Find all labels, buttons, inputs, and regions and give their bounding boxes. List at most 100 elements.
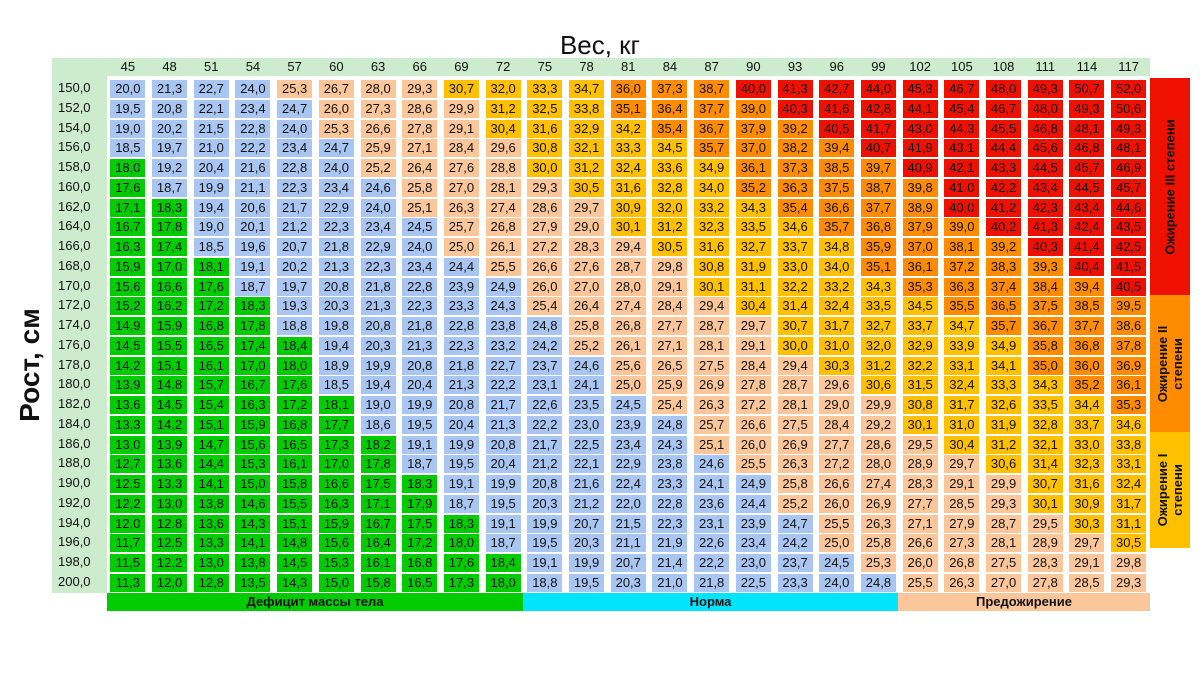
bmi-cell: 35,2 — [735, 178, 771, 197]
bmi-cell: 17,8 — [235, 317, 271, 335]
bmi-cell: 24,0 — [819, 573, 855, 592]
height-tick: 190,0 — [58, 475, 91, 490]
bmi-cell: 34,7 — [569, 80, 605, 98]
bmi-cell: 26,3 — [694, 396, 730, 414]
bmi-cell: 22,3 — [277, 178, 313, 197]
bmi-cell: 29,5 — [902, 435, 938, 454]
bmi-cell: 39,0 — [944, 218, 980, 237]
bmi-cell: 21,5 — [610, 514, 646, 533]
bmi-cell: 30,8 — [527, 139, 563, 158]
bmi-cell: 21,2 — [527, 455, 563, 474]
bmi-cell: 21,7 — [527, 435, 563, 454]
bmi-cell: 21,8 — [443, 356, 479, 375]
bmi-cell: 42,7 — [819, 80, 855, 98]
bmi-cell: 21,7 — [485, 396, 521, 414]
bmi-cell: 20,4 — [443, 415, 479, 434]
bmi-cell: 25,3 — [318, 119, 354, 138]
bmi-cell: 36,4 — [652, 99, 688, 118]
bmi-cell: 24,6 — [569, 356, 605, 375]
bmi-cell: 41,7 — [860, 119, 896, 138]
bmi-cell: 33,2 — [694, 198, 730, 217]
bmi-cell: 19,4 — [360, 376, 396, 395]
bmi-cell: 20,8 — [485, 435, 521, 454]
bmi-cell: 19,1 — [443, 475, 479, 493]
bmi-cell: 32,7 — [860, 317, 896, 335]
bmi-cell: 26,6 — [902, 534, 938, 553]
bmi-cell: 25,1 — [694, 435, 730, 454]
bmi-cell: 16,1 — [277, 455, 313, 474]
bmi-cell: 13,3 — [110, 415, 146, 434]
bmi-cell: 37,7 — [860, 198, 896, 217]
bmi-cell: 36,1 — [735, 159, 771, 177]
bmi-cell: 43,1 — [944, 139, 980, 158]
bmi-cell: 32,4 — [610, 159, 646, 177]
bmi-cell: 40,0 — [944, 198, 980, 217]
bmi-cell: 25,3 — [860, 554, 896, 572]
weight-tick: 54 — [245, 59, 261, 74]
height-tick: 184,0 — [58, 415, 91, 431]
bmi-cell: 22,3 — [360, 257, 396, 276]
bmi-cell: 31,2 — [652, 218, 688, 237]
bmi-cell: 41,9 — [902, 139, 938, 158]
bmi-cell: 22,0 — [610, 494, 646, 513]
bmi-cell: 49,3 — [1069, 99, 1105, 118]
bmi-cell: 31,7 — [1111, 494, 1147, 513]
weight-tick: 99 — [871, 59, 886, 74]
bmi-cell: 24,1 — [569, 376, 605, 395]
bmi-cell: 27,0 — [443, 178, 479, 197]
weight-tick: 60 — [329, 59, 344, 74]
bmi-cell: 19,5 — [110, 99, 146, 118]
zone-bar-deficit: Дефицит массы тела — [107, 593, 523, 611]
bmi-cell: 25,4 — [527, 297, 563, 316]
bmi-cell: 18,3 — [443, 514, 479, 533]
bmi-cell: 39,4 — [819, 139, 855, 158]
bmi-cell: 30,4 — [735, 297, 771, 316]
weight-tick: 78 — [579, 59, 594, 74]
bmi-cell: 33,2 — [819, 277, 855, 296]
bmi-cell: 26,3 — [860, 514, 896, 533]
bmi-cell: 27,8 — [402, 119, 438, 138]
bmi-cell: 30,7 — [443, 80, 479, 98]
bmi-cell: 18,4 — [277, 336, 313, 355]
bmi-cell: 15,9 — [110, 257, 146, 276]
bmi-cell: 22,5 — [569, 435, 605, 454]
bmi-cell: 21,3 — [402, 336, 438, 355]
bmi-cell: 22,2 — [694, 554, 730, 572]
bmi-cell: 34,5 — [902, 297, 938, 316]
bmi-cell: 15,9 — [235, 415, 271, 434]
bmi-cell: 15,5 — [277, 494, 313, 513]
bmi-cell: 12,8 — [193, 573, 229, 592]
bmi-cell: 34,7 — [944, 317, 980, 335]
bmi-cell: 28,4 — [652, 297, 688, 316]
bmi-cell: 25,2 — [360, 159, 396, 177]
bmi-cell: 21,1 — [235, 178, 271, 197]
bmi-cell: 37,8 — [1111, 336, 1147, 355]
bmi-cell: 29,1 — [652, 277, 688, 296]
bmi-cell: 26,1 — [485, 238, 521, 256]
bmi-cell: 13,0 — [193, 554, 229, 572]
bmi-cell: 24,8 — [860, 573, 896, 592]
bmi-cell: 28,6 — [860, 435, 896, 454]
bmi-cell: 29,1 — [443, 119, 479, 138]
bmi-cell: 44,5 — [1027, 159, 1063, 177]
bmi-cell: 23,7 — [527, 356, 563, 375]
bmi-cell: 32,3 — [1069, 455, 1105, 474]
bmi-cell: 17,6 — [110, 178, 146, 197]
bmi-cell: 18,8 — [277, 317, 313, 335]
bmi-cell: 50,6 — [1111, 99, 1147, 118]
bmi-cell: 24,2 — [777, 534, 813, 553]
weight-tick: 63 — [370, 59, 386, 74]
bmi-cell: 16,8 — [193, 317, 229, 335]
bmi-cell: 28,0 — [860, 455, 896, 474]
bmi-cell: 26,0 — [318, 99, 354, 118]
bmi-cell: 31,6 — [527, 119, 563, 138]
height-tick: 162,0 — [58, 198, 91, 214]
bmi-cell: 24,9 — [735, 475, 771, 493]
bmi-cell: 35,7 — [819, 218, 855, 237]
zone-label-obesity-3: Ожирение III степени — [1150, 78, 1190, 295]
bmi-cell: 43,5 — [1111, 218, 1147, 237]
bmi-cell: 39,5 — [1111, 297, 1147, 316]
bmi-cell: 30,6 — [860, 376, 896, 395]
bmi-cell: 39,3 — [1027, 257, 1063, 276]
bmi-cell: 21,2 — [277, 218, 313, 237]
